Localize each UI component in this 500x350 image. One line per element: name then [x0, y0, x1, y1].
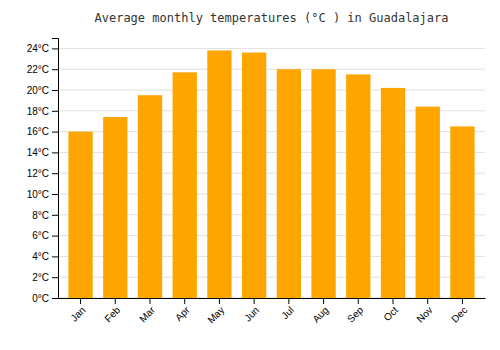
y-tick-mark [52, 173, 58, 174]
x-tick: Dec [449, 298, 469, 325]
x-tick: Feb [102, 298, 122, 324]
y-tick-mark [52, 69, 58, 70]
x-tick-label: Jan [68, 304, 87, 323]
x-tick: Apr [173, 298, 192, 323]
x-tick-label: Apr [173, 304, 192, 323]
x-tick: Sep [345, 298, 366, 325]
x-tick-label: Jul [279, 304, 296, 321]
x-tick: May [205, 298, 226, 326]
y-tick: 18°C [27, 106, 58, 117]
bar [173, 72, 197, 298]
y-tick: 14°C [27, 147, 58, 158]
y-tick: 8°C [32, 210, 58, 221]
bar [138, 95, 162, 298]
y-tick: 20°C [27, 85, 58, 96]
x-tick-label: Jun [242, 304, 261, 323]
x-tick-mark [462, 298, 463, 304]
y-tick-label: 12°C [27, 168, 49, 179]
x-tick: Jan [68, 298, 87, 324]
bar [242, 53, 266, 298]
x-tick: Oct [381, 298, 400, 323]
y-tick-mark [52, 236, 58, 237]
x-tick-label: Dec [449, 304, 469, 324]
x-tick-label: Oct [381, 304, 400, 323]
x-tick-label: Nov [414, 304, 434, 324]
y-tick-mark [52, 48, 58, 49]
y-tick: 6°C [32, 230, 58, 241]
bar [346, 74, 370, 298]
y-axis-line [52, 39, 59, 299]
chart: 0°C 2°C 4°C 6°C 8°C 10°C 12°C 14°C 16°C 18°C 20°C 2… [0, 0, 500, 350]
y-tick-label: 24°C [27, 43, 49, 54]
x-tick-mark [288, 298, 289, 304]
x-tick-label: Aug [310, 304, 330, 324]
x-tick-label: Sep [345, 304, 366, 325]
y-tick-mark [52, 256, 58, 257]
x-tick-mark [80, 298, 81, 304]
x-tick-mark [184, 298, 185, 304]
bar [277, 69, 301, 298]
bar [103, 117, 127, 298]
y-tick-label: 16°C [27, 126, 49, 137]
bars [68, 50, 474, 298]
y-tick-label: 10°C [27, 189, 49, 200]
y-tick: 16°C [27, 126, 58, 137]
y-tick-mark [52, 90, 58, 91]
y-tick: 12°C [27, 168, 58, 179]
bar [68, 132, 92, 298]
bar [381, 88, 405, 298]
x-tick-mark [358, 298, 359, 304]
y-tick: 22°C [27, 64, 58, 75]
grid [58, 48, 485, 298]
y-tick-mark [52, 298, 58, 299]
y-tick-label: 6°C [32, 230, 49, 241]
y-tick-label: 8°C [32, 210, 49, 221]
x-tick: Aug [310, 298, 330, 325]
y-tick-label: 22°C [27, 64, 49, 75]
grid-line [58, 48, 485, 49]
x-tick: Mar [137, 298, 157, 324]
x-axis: Jan Feb Mar Apr May Jun Jul Aug Sep Oct Nov Dec [59, 298, 486, 326]
y-tick-mark [52, 152, 58, 153]
y-tick-label: 20°C [27, 85, 49, 96]
x-tick-mark [219, 298, 220, 304]
title: Average monthly temperatures (°C ) in Gu… [94, 11, 448, 25]
y-tick-label: 14°C [27, 147, 49, 158]
y-tick-label: 2°C [32, 272, 49, 283]
bar [450, 126, 474, 298]
x-axis-line [59, 298, 486, 299]
x-tick-mark [393, 298, 394, 304]
y-tick: 0°C [32, 293, 58, 304]
y-tick-label: 0°C [32, 293, 49, 304]
x-tick-mark [323, 298, 324, 304]
x-tick: Nov [414, 298, 434, 325]
y-tick: 4°C [32, 251, 58, 262]
y-tick-mark [52, 132, 58, 133]
x-tick-label: May [205, 304, 226, 325]
plot: 0°C 2°C 4°C 6°C 8°C 10°C 12°C 14°C 16°C 18°C 20°C 2… [27, 39, 486, 326]
x-tick-mark [115, 298, 116, 304]
x-tick-mark [149, 298, 150, 304]
y-tick-mark [52, 215, 58, 216]
grid-line [58, 69, 485, 70]
y-tick-mark [52, 111, 58, 112]
x-tick-label: Mar [137, 304, 157, 324]
y-tick-label: 18°C [27, 106, 49, 117]
y-tick-mark [52, 194, 58, 195]
y-tick: 2°C [32, 272, 58, 283]
x-tick: Jun [242, 298, 261, 324]
bar [416, 107, 440, 298]
grid-line [58, 90, 485, 91]
bar [207, 50, 231, 298]
x-tick-mark [254, 298, 255, 304]
y-axis: 0°C 2°C 4°C 6°C 8°C 10°C 12°C 14°C 16°C 18°C 20°C 2… [27, 39, 59, 304]
y-tick: 24°C [27, 43, 58, 54]
x-tick: Jul [279, 298, 296, 321]
x-tick-mark [427, 298, 428, 304]
y-tick-label: 4°C [32, 251, 49, 262]
y-tick: 10°C [27, 189, 58, 200]
y-tick-mark [52, 277, 58, 278]
x-tick-label: Feb [102, 304, 122, 324]
bar [311, 69, 335, 298]
